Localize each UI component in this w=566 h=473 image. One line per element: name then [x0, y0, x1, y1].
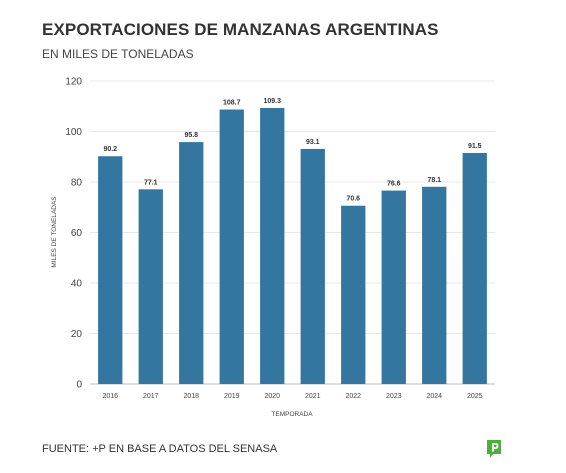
x-tick-label: 2016	[102, 393, 118, 400]
data-label: 76.6	[387, 181, 401, 188]
data-label: 93.1	[306, 139, 320, 146]
bar-2019	[219, 109, 244, 384]
bar-2024	[422, 186, 447, 384]
y-axis-label: MILES DE TONELADAS	[51, 196, 58, 268]
data-label: 109.3	[263, 98, 281, 105]
y-tick-label: 80	[71, 178, 83, 189]
bar-2016	[98, 156, 123, 384]
data-labels: 90.2 77.1 95.8 108.7 109.3 93.1 70.6 76.6 78.1 91…	[103, 98, 481, 203]
data-label: 95.8	[184, 132, 198, 139]
source-note: FUENTE: +P EN BASE A DATOS DEL SENASA	[42, 443, 278, 455]
x-axis-label: TEMPORADA	[271, 411, 313, 418]
y-tick-label: 20	[71, 329, 83, 340]
data-label: 70.6	[346, 196, 360, 203]
bar-2023	[381, 190, 406, 384]
y-tick-label: 60	[71, 228, 83, 239]
data-label: 78.1	[427, 177, 441, 184]
bar-2025	[462, 152, 487, 384]
x-tick-label: 2018	[183, 393, 199, 400]
x-tick-label: 2019	[224, 393, 240, 400]
x-tick-label: 2020	[264, 393, 280, 400]
x-tick-label: 2022	[345, 393, 361, 400]
chart-title: EXPORTACIONES DE MANZANAS ARGENTINAS	[42, 20, 439, 39]
x-tick-label: 2017	[143, 393, 159, 400]
data-label: 108.7	[223, 100, 241, 107]
bar-2021	[300, 148, 325, 384]
x-tick-label: 2021	[305, 393, 321, 400]
bar-chart: 0 20 40 60 80 100 120 90.2 77.1 95.8 108.7 109.3 93…	[51, 77, 495, 418]
chart-subtitle: EN MILES DE TONELADAS	[42, 47, 194, 61]
x-axis-ticks: 2016 2017 2018 2019 2020 2021 2022 2023 2024 2025	[102, 393, 482, 400]
p-logo-icon	[487, 440, 501, 458]
y-tick-label: 0	[76, 380, 82, 391]
y-axis-ticks: 0 20 40 60 80 100 120	[65, 77, 82, 391]
data-label: 90.2	[103, 146, 117, 153]
bars	[98, 108, 487, 384]
bar-2018	[179, 142, 204, 384]
data-label: 77.1	[144, 179, 158, 186]
y-tick-label: 120	[65, 77, 82, 88]
data-label: 91.5	[468, 143, 482, 150]
x-tick-label: 2025	[467, 393, 483, 400]
x-tick-label: 2023	[386, 393, 402, 400]
bar-2022	[341, 205, 366, 384]
bar-2020	[260, 108, 285, 384]
x-tick-label: 2024	[426, 393, 442, 400]
bar-2017	[138, 189, 163, 384]
y-tick-label: 100	[65, 127, 82, 138]
y-tick-label: 40	[71, 279, 83, 290]
